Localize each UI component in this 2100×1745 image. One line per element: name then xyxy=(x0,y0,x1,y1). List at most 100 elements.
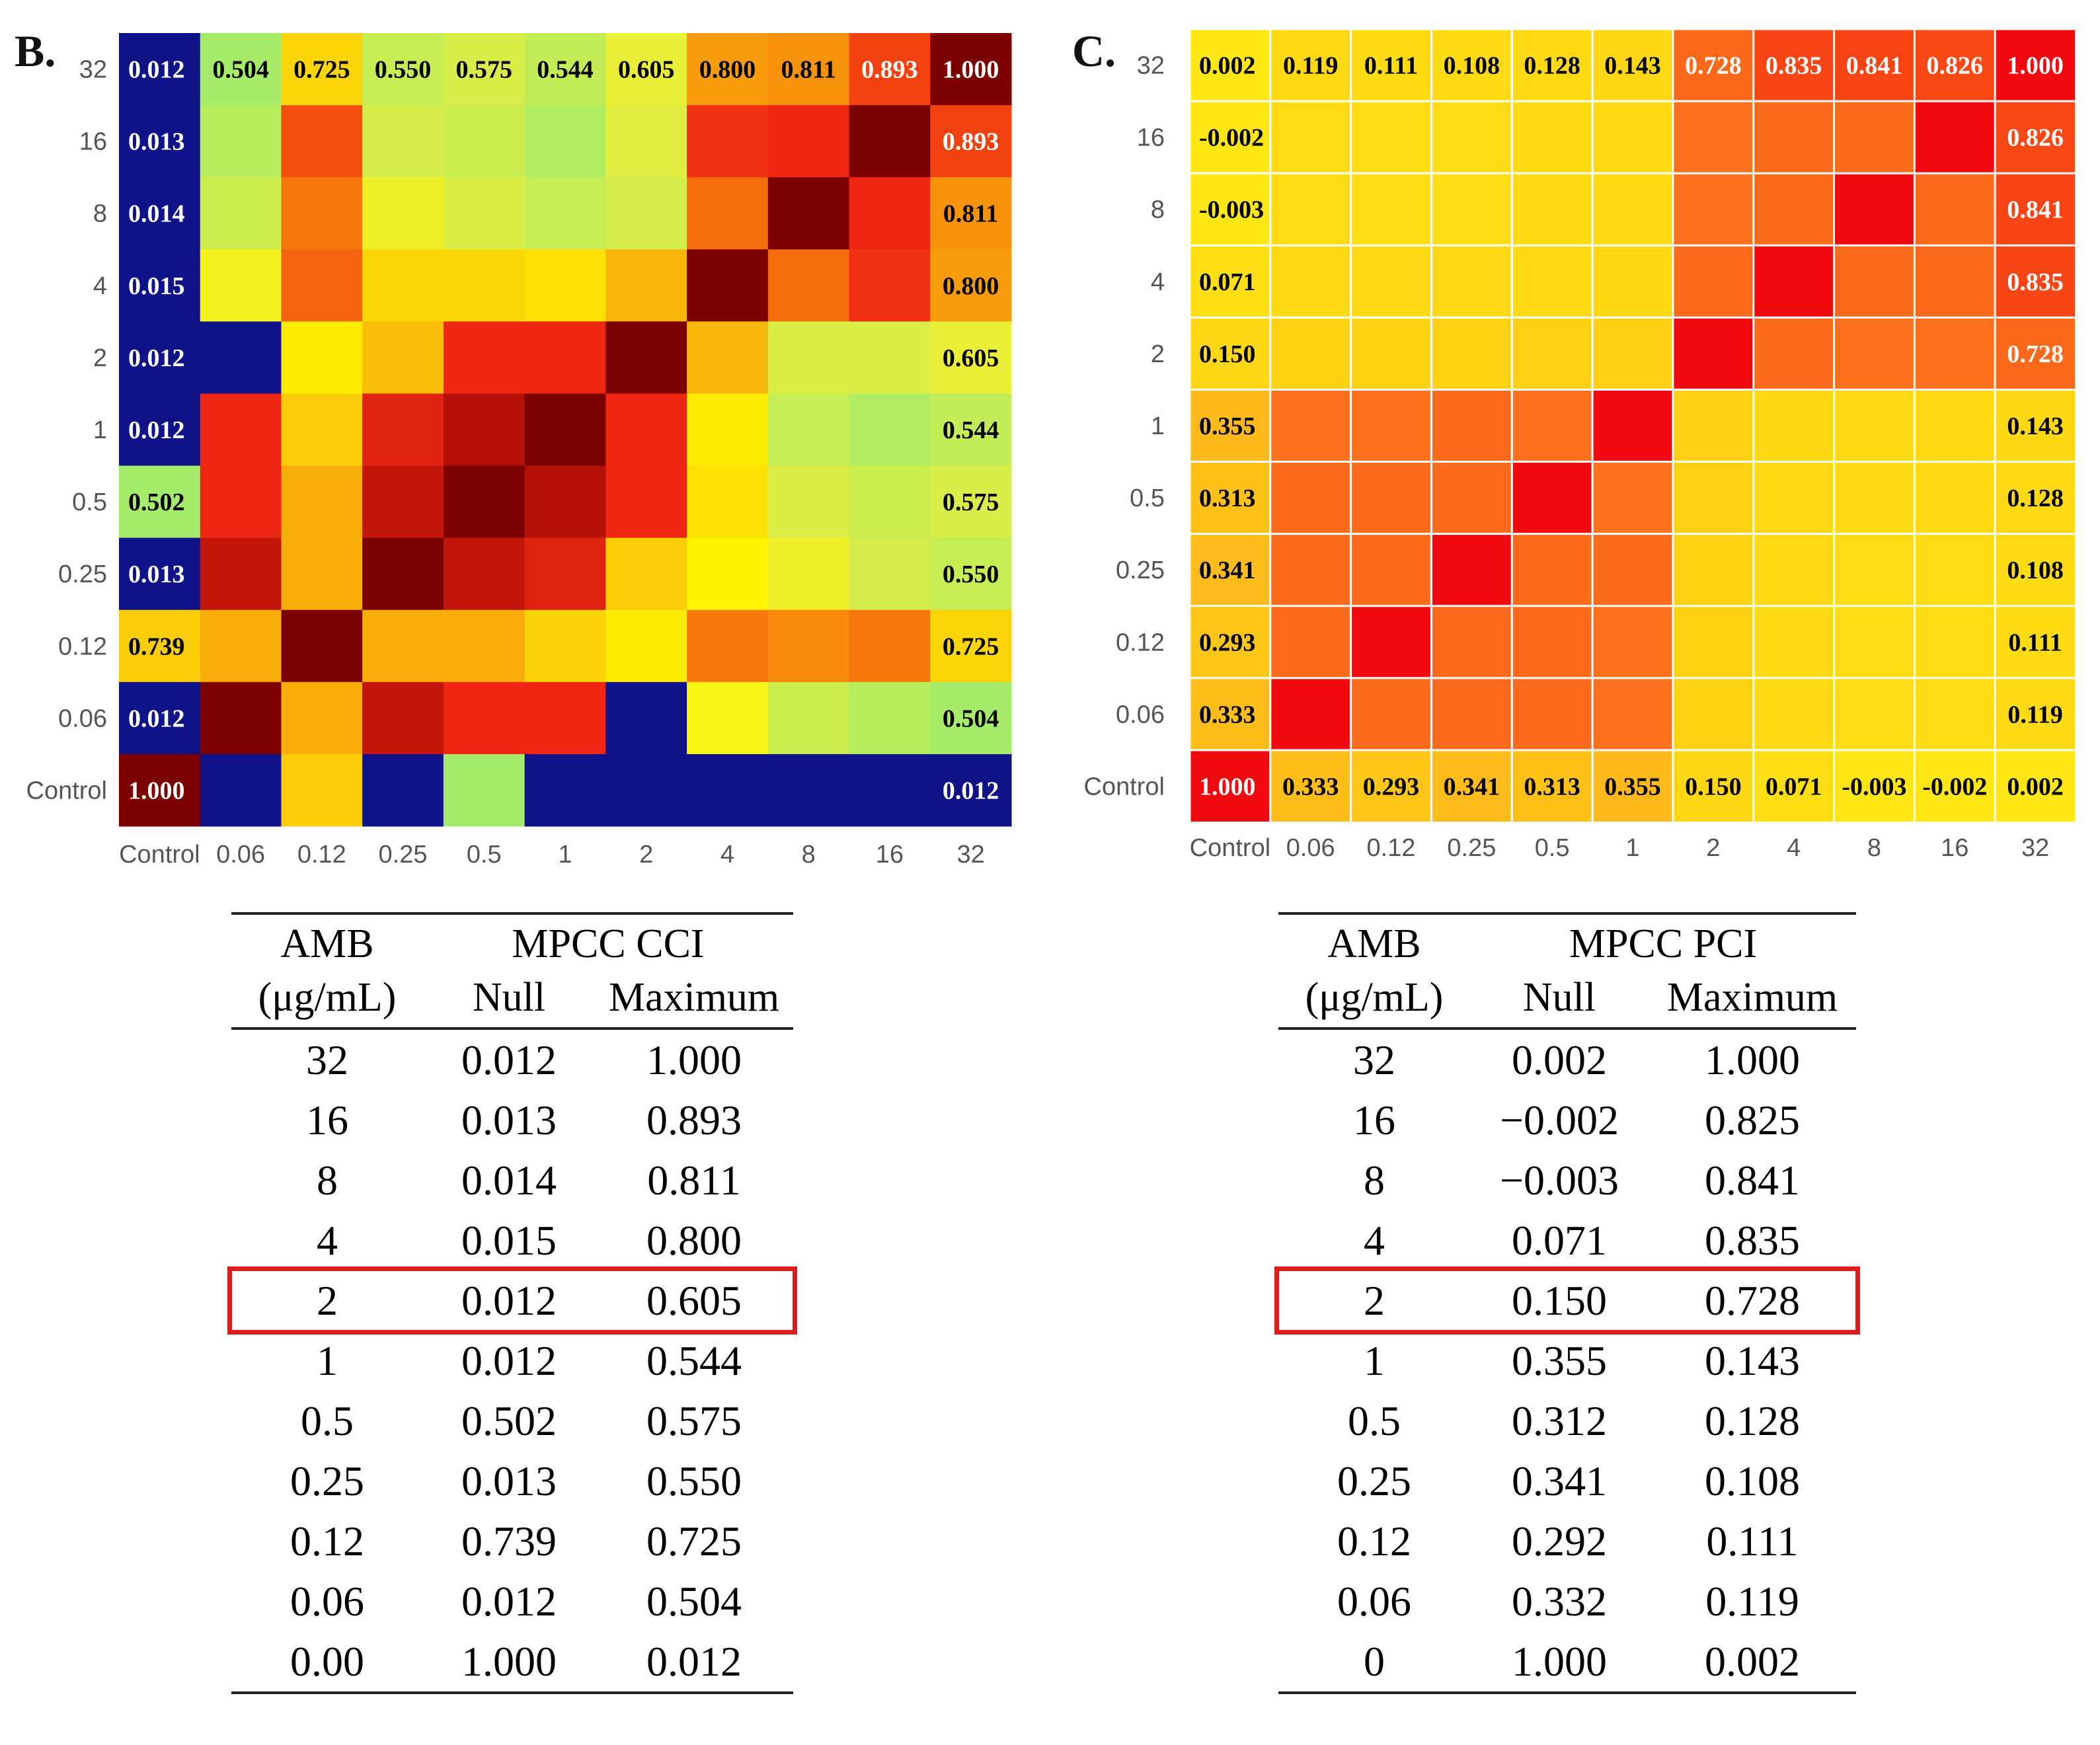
amb-header: AMB xyxy=(280,921,374,966)
x-tick-label: 8 xyxy=(1867,834,1881,862)
null-cell: 0.071 xyxy=(1512,1216,1607,1264)
highlight-box xyxy=(1274,1266,1860,1335)
null-cell: 0.502 xyxy=(461,1397,557,1444)
heatmap-cell xyxy=(443,681,525,755)
cell-value-label: 0.893 xyxy=(943,128,999,156)
heatmap-cell xyxy=(1591,388,1674,463)
amb-cell: 32 xyxy=(1353,1036,1395,1083)
y-tick-label: 0.25 xyxy=(58,561,107,588)
heatmap-cell xyxy=(1833,100,1916,175)
x-tick-label: 32 xyxy=(956,841,984,869)
heatmap-cell xyxy=(605,393,687,467)
y-tick-label: 8 xyxy=(1151,196,1165,224)
y-tick-label: 0.06 xyxy=(58,705,107,732)
heatmap-cell xyxy=(362,537,444,611)
amb-cell: 0.12 xyxy=(1337,1517,1411,1565)
cell-value-label: -0.002 xyxy=(1922,773,1987,800)
cell-value-label: 0.150 xyxy=(1685,773,1742,800)
cell-value-label: 0.012 xyxy=(128,705,185,732)
heatmap-cell xyxy=(605,321,687,394)
cell-value-label: 0.012 xyxy=(128,344,185,372)
cell-value-label: 0.013 xyxy=(128,561,185,588)
heatmap-cell xyxy=(1913,533,1997,607)
heatmap-cell xyxy=(930,321,1012,394)
heatmap-cell xyxy=(1350,316,1433,391)
heatmap-cell xyxy=(524,321,606,394)
heatmap-cell xyxy=(767,754,850,827)
maximum-cell: 0.143 xyxy=(1705,1337,1800,1384)
heatmap-cell xyxy=(1269,677,1352,752)
cci-table: AMB MPCC CCI (μg/mL) Null Maximum 32 0.01… xyxy=(231,912,793,1694)
cell-value-label: 0.012 xyxy=(128,416,185,444)
heatmap-cell xyxy=(605,537,687,611)
heatmap-cell xyxy=(767,393,850,467)
heatmap-cell xyxy=(849,177,931,250)
cell-value-label: 1.000 xyxy=(943,56,999,84)
heatmap-cell xyxy=(1672,316,1755,391)
y-tick-label: 0.5 xyxy=(72,488,107,516)
table-row: 0.06 0.332 0.119 xyxy=(1278,1571,1856,1631)
heatmap-cell xyxy=(767,33,850,106)
x-tick-label: 0.5 xyxy=(1535,834,1570,862)
heatmap-cell xyxy=(362,754,444,827)
amb-cell: 2 xyxy=(317,1276,338,1324)
heatmap-cell xyxy=(362,609,444,683)
heatmap-cell xyxy=(1591,461,1674,535)
heatmap-cell xyxy=(1994,172,2078,247)
x-tick-label: 4 xyxy=(720,841,734,869)
table-row: 0.06 0.012 0.504 xyxy=(231,1571,793,1631)
heatmap-cell xyxy=(362,33,444,106)
heatmap-cell xyxy=(1188,172,1272,247)
heatmap-cell xyxy=(1430,100,1514,175)
heatmap-cell xyxy=(1913,461,1997,535)
heatmap-cell xyxy=(930,609,1012,683)
heatmap-cell xyxy=(1188,677,1272,752)
y-tick-label: 16 xyxy=(79,128,107,156)
cell-value-label: 0.333 xyxy=(1282,773,1339,800)
y-tick-label: 0.12 xyxy=(1116,629,1165,656)
heatmap-cell xyxy=(362,465,444,539)
heatmap-panel-b: 0.012 0.504 0.725 0.550 0.575 0.544 0.605 0.800… xyxy=(26,33,1012,869)
cell-value-label: 0.014 xyxy=(128,200,185,228)
heatmap-cell xyxy=(281,754,363,827)
heatmap-cell xyxy=(1188,749,1272,824)
null-cell: 0.013 xyxy=(461,1457,557,1504)
heatmap-cell xyxy=(1269,605,1352,679)
heatmap-cell xyxy=(1430,533,1514,607)
null-header: Null xyxy=(472,974,546,1020)
heatmap-cell xyxy=(1994,533,2078,607)
heatmap-cell xyxy=(1350,605,1433,679)
heatmap-cell xyxy=(1430,28,1514,103)
heatmap-cell xyxy=(1672,244,1755,319)
heatmap-cell xyxy=(281,393,363,467)
cell-value-label: 1.000 xyxy=(128,777,185,804)
maximum-cell: 0.012 xyxy=(646,1637,742,1685)
maximum-cell: 0.128 xyxy=(1705,1397,1800,1444)
cell-value-label: 0.128 xyxy=(1524,52,1580,80)
maximum-cell: 0.893 xyxy=(646,1096,742,1144)
heatmap-cell xyxy=(1591,605,1674,679)
null-cell: 0.332 xyxy=(1512,1577,1607,1625)
panel-letter-c: C. xyxy=(1072,26,1116,76)
heatmap-cell xyxy=(1752,28,1836,103)
heatmap-cell xyxy=(1672,100,1755,175)
cell-value-label: 0.575 xyxy=(943,488,999,516)
table-row: 4 0.071 0.835 xyxy=(1278,1210,1856,1270)
y-tick-label: 4 xyxy=(1151,268,1165,296)
heatmap-cell xyxy=(605,681,687,755)
heatmap-cell xyxy=(524,609,606,683)
heatmap-cell xyxy=(1752,244,1836,319)
table-row: 32 0.002 1.000 xyxy=(1278,1028,1856,1090)
heatmap-cell xyxy=(281,321,363,394)
x-tick-label: 1 xyxy=(558,841,572,869)
heatmap-cell xyxy=(1994,244,2078,319)
heatmap-cell xyxy=(1430,172,1514,247)
amb-cell: 16 xyxy=(306,1096,348,1144)
table-row: 0.5 0.312 0.128 xyxy=(1278,1391,1856,1451)
cell-value-label: 1.000 xyxy=(2007,52,2064,80)
heatmap-cell xyxy=(524,177,606,250)
heatmap-cell xyxy=(1510,605,1594,679)
heatmap-cell xyxy=(930,537,1012,611)
cell-value-label: 0.835 xyxy=(2007,268,2064,296)
cell-value-label: 0.111 xyxy=(2008,629,2062,656)
